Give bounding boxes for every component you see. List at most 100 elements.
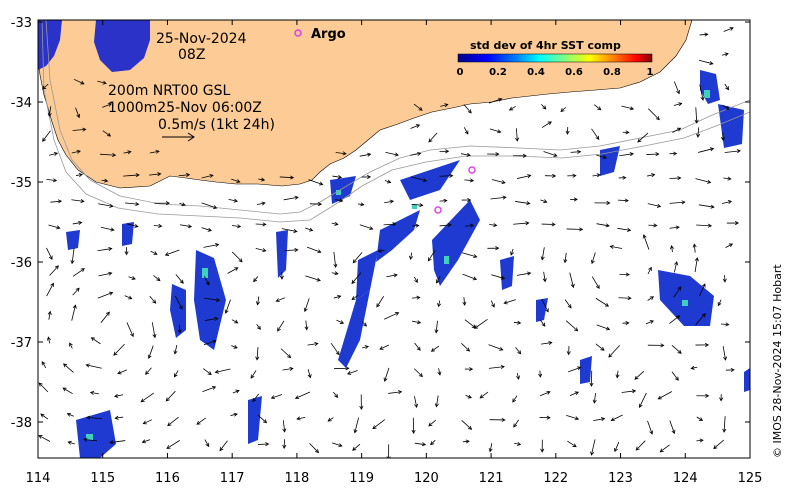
current-arrow bbox=[227, 267, 239, 274]
current-arrow bbox=[282, 366, 294, 371]
current-arrow bbox=[634, 370, 645, 380]
current-arrow bbox=[720, 132, 725, 141]
current-arrow bbox=[596, 223, 610, 228]
argo-float-2[interactable] bbox=[434, 206, 442, 214]
current-arrow bbox=[149, 172, 162, 177]
current-arrow bbox=[647, 266, 652, 275]
current-arrow bbox=[86, 415, 102, 420]
current-arrow bbox=[673, 81, 680, 95]
current-arrow bbox=[124, 295, 133, 300]
current-arrow bbox=[277, 320, 285, 332]
current-arrow bbox=[333, 251, 338, 268]
current-arrow bbox=[219, 440, 228, 452]
current-arrow bbox=[75, 173, 83, 178]
current-arrow bbox=[412, 320, 422, 325]
current-arrow bbox=[515, 347, 522, 355]
current-arrow bbox=[694, 107, 699, 124]
current-arrow bbox=[439, 149, 450, 154]
x-tick-label: 123 bbox=[608, 471, 633, 486]
current-arrow bbox=[175, 274, 184, 284]
current-arrow bbox=[541, 121, 552, 128]
current-arrow bbox=[376, 296, 384, 308]
current-arrow bbox=[71, 149, 81, 154]
current-arrow bbox=[589, 370, 594, 387]
current-arrow bbox=[725, 367, 735, 373]
current-arrow bbox=[713, 439, 724, 450]
current-arrow bbox=[430, 439, 436, 446]
current-arrow bbox=[255, 247, 267, 253]
current-arrow bbox=[280, 348, 292, 359]
current-arrow bbox=[671, 345, 682, 354]
current-arrow bbox=[153, 275, 161, 282]
current-arrow bbox=[568, 366, 582, 373]
current-arrow bbox=[695, 178, 712, 184]
current-arrow bbox=[514, 441, 522, 446]
current-arrow bbox=[307, 341, 319, 346]
current-arrow bbox=[352, 252, 363, 264]
x-tick-label: 125 bbox=[738, 471, 763, 486]
current-arrow bbox=[696, 416, 704, 421]
current-arrow bbox=[296, 416, 306, 421]
current-arrow bbox=[306, 246, 322, 254]
current-arrow bbox=[411, 295, 421, 300]
current-arrow bbox=[618, 296, 632, 301]
current-arrow bbox=[250, 370, 257, 379]
current-arrow bbox=[488, 97, 503, 104]
current-arrow bbox=[410, 176, 428, 183]
current-arrow bbox=[671, 371, 679, 381]
current-arrow bbox=[252, 393, 260, 403]
current-arrow bbox=[281, 228, 298, 234]
current-arrow bbox=[85, 363, 102, 369]
current-arrow bbox=[150, 250, 158, 255]
current-arrow bbox=[567, 173, 577, 178]
current-arrow bbox=[100, 311, 110, 323]
current-arrow bbox=[109, 440, 126, 445]
argo-float-1[interactable] bbox=[468, 166, 476, 174]
current-arrow bbox=[47, 310, 52, 320]
current-arrow bbox=[258, 177, 266, 182]
current-arrow bbox=[569, 197, 578, 202]
sst-streaks bbox=[66, 70, 750, 458]
current-arrow bbox=[282, 439, 287, 449]
current-arrow bbox=[512, 395, 518, 403]
current-arrow bbox=[722, 200, 733, 204]
current-arrow bbox=[124, 247, 129, 256]
current-arrow bbox=[637, 132, 649, 143]
current-arrow bbox=[384, 199, 395, 204]
current-arrow bbox=[101, 178, 109, 183]
current-arrow bbox=[409, 252, 414, 261]
current-arrow bbox=[178, 172, 191, 177]
current-arrow bbox=[513, 221, 530, 226]
current-arrow bbox=[569, 272, 575, 289]
current-arrow bbox=[490, 195, 507, 200]
current-arrow bbox=[224, 299, 231, 314]
y-tick-label: -35 bbox=[11, 176, 32, 191]
current-arrow bbox=[595, 343, 605, 351]
current-arrow bbox=[204, 316, 219, 321]
current-arrow bbox=[410, 124, 421, 129]
current-arrow bbox=[413, 103, 423, 111]
current-arrow bbox=[566, 415, 580, 421]
y-tick-label: -37 bbox=[11, 336, 32, 351]
current-arrow bbox=[491, 274, 506, 280]
depth-label-2: 1000m25-Nov 06:00Z bbox=[108, 100, 262, 116]
current-arrow bbox=[463, 127, 469, 135]
current-arrow bbox=[669, 200, 686, 205]
colorbar-tick-label: 1 bbox=[647, 67, 654, 78]
x-tick-label: 121 bbox=[479, 471, 504, 486]
current-arrow bbox=[203, 339, 217, 346]
current-arrow bbox=[489, 128, 502, 134]
current-arrow bbox=[510, 248, 514, 256]
current-arrow bbox=[618, 175, 627, 180]
current-arrow bbox=[42, 83, 49, 90]
current-arrow bbox=[69, 342, 73, 349]
current-arrow bbox=[669, 176, 682, 181]
current-arrow bbox=[102, 102, 113, 108]
current-arrow bbox=[255, 296, 260, 306]
current-arrow bbox=[83, 437, 98, 442]
colorbar-tick-label: 0.6 bbox=[565, 67, 583, 78]
current-arrow bbox=[596, 154, 608, 160]
current-arrow bbox=[257, 442, 270, 447]
current-arrow bbox=[71, 304, 77, 321]
current-arrow bbox=[615, 370, 620, 379]
